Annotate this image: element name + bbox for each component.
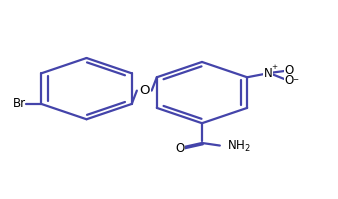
Text: Br: Br [13, 98, 26, 110]
Text: N: N [264, 67, 272, 80]
Text: O: O [284, 74, 293, 87]
Text: NH$_2$: NH$_2$ [227, 139, 251, 154]
Text: O: O [175, 142, 185, 155]
Text: O: O [139, 84, 149, 97]
Text: O: O [284, 64, 293, 77]
Text: $\mathregular{^+}$: $\mathregular{^+}$ [270, 64, 279, 74]
Text: $\mathregular{^-}$: $\mathregular{^-}$ [291, 77, 299, 87]
